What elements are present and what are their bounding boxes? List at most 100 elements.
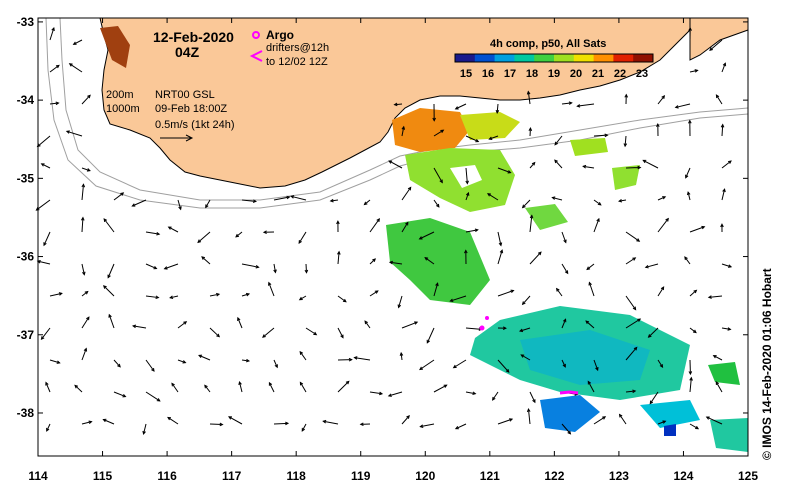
current-arrow bbox=[145, 295, 160, 300]
current-arrow bbox=[657, 286, 665, 297]
current-arrow bbox=[145, 231, 161, 236]
current-arrow bbox=[497, 249, 504, 265]
current-arrow bbox=[419, 359, 435, 371]
current-arrow bbox=[337, 295, 347, 303]
current-arrow bbox=[720, 123, 725, 137]
current-arrow bbox=[707, 295, 723, 299]
current-arrow bbox=[301, 423, 307, 432]
scale-arrow bbox=[160, 134, 194, 142]
current-arrow bbox=[464, 249, 468, 265]
current-arrow bbox=[49, 64, 60, 73]
current-arrow bbox=[721, 188, 726, 201]
lat-tick-label: -38 bbox=[17, 406, 35, 420]
current-arrow bbox=[113, 359, 121, 368]
current-arrow bbox=[465, 135, 480, 143]
colorbar-frame bbox=[454, 53, 654, 63]
current-arrow bbox=[657, 359, 664, 369]
current-arrow bbox=[689, 376, 693, 393]
current-arrow bbox=[241, 358, 251, 363]
argo-float-marker bbox=[485, 316, 489, 320]
current-arrow bbox=[465, 191, 470, 201]
colorbar-segment bbox=[514, 54, 535, 62]
header-time: 04Z bbox=[175, 44, 200, 60]
current-arrow bbox=[401, 415, 410, 425]
current-arrow bbox=[399, 351, 404, 361]
current-arrow bbox=[593, 359, 599, 372]
colorbar-tick-label: 19 bbox=[548, 68, 560, 80]
current-arrow bbox=[720, 223, 724, 233]
colorbar-tick-label: 23 bbox=[636, 68, 648, 80]
current-arrow bbox=[656, 122, 660, 137]
current-arrow bbox=[518, 327, 531, 333]
lon-tick-label: 115 bbox=[93, 469, 113, 483]
current-arrow bbox=[43, 231, 51, 247]
current-arrow bbox=[561, 359, 566, 368]
current-arrow bbox=[107, 263, 115, 279]
sst-patch bbox=[525, 204, 568, 230]
model-time: 09-Feb 18:00Z bbox=[155, 103, 227, 115]
current-arrow bbox=[177, 199, 182, 211]
model-label: NRT00 GSL bbox=[155, 89, 215, 101]
current-arrow bbox=[492, 391, 499, 401]
current-arrow bbox=[432, 103, 436, 122]
current-arrow bbox=[235, 231, 243, 238]
current-arrow bbox=[625, 231, 641, 242]
current-arrow bbox=[387, 391, 403, 397]
credit-text: © IMOS 14-Feb-2020 01:06 Hobart bbox=[760, 268, 774, 460]
current-arrow bbox=[102, 285, 115, 297]
current-arrow bbox=[169, 295, 179, 300]
current-arrow bbox=[329, 198, 339, 203]
colorbar-tick-label: 21 bbox=[592, 68, 604, 80]
colorbar-segment bbox=[633, 54, 654, 62]
current-arrow bbox=[625, 257, 637, 265]
current-arrow bbox=[273, 421, 290, 426]
current-arrow bbox=[497, 167, 512, 174]
current-arrow bbox=[657, 196, 667, 201]
current-arrow bbox=[688, 359, 693, 376]
colorbar-segment bbox=[573, 54, 595, 62]
current-arrow bbox=[397, 295, 403, 309]
colorbar-tick-label: 22 bbox=[614, 68, 626, 80]
current-arrow bbox=[529, 214, 534, 233]
current-arrow bbox=[465, 228, 479, 233]
current-arrow bbox=[418, 231, 435, 240]
current-arrow bbox=[273, 263, 277, 274]
current-arrow bbox=[49, 26, 55, 41]
current-arrow bbox=[68, 63, 83, 73]
current-arrow bbox=[241, 199, 258, 203]
current-arrow bbox=[113, 192, 125, 201]
current-arrow bbox=[145, 359, 155, 372]
current-arrow bbox=[495, 103, 500, 114]
current-arrow bbox=[657, 95, 666, 105]
current-arrow bbox=[526, 90, 531, 105]
current-arrow bbox=[401, 125, 406, 137]
current-arrow bbox=[209, 292, 221, 297]
current-arrow bbox=[81, 290, 89, 297]
current-arrow bbox=[262, 230, 275, 235]
current-arrow bbox=[625, 165, 642, 170]
colorbar-segment bbox=[534, 54, 555, 62]
current-arrow bbox=[688, 26, 692, 41]
lon-tick-label: 125 bbox=[738, 469, 758, 483]
lon-tick-label: 120 bbox=[415, 469, 435, 483]
current-arrow bbox=[81, 316, 90, 329]
current-arrow bbox=[299, 350, 307, 361]
current-arrow bbox=[81, 347, 88, 361]
current-arrow bbox=[721, 263, 733, 268]
lon-tick-label: 124 bbox=[673, 469, 693, 483]
current-arrow bbox=[689, 225, 706, 233]
sst-patch bbox=[710, 418, 748, 452]
current-arrow bbox=[369, 218, 380, 233]
current-arrow bbox=[262, 327, 275, 338]
current-arrow bbox=[80, 216, 85, 233]
current-arrow bbox=[625, 389, 637, 394]
current-arrow bbox=[363, 199, 371, 206]
current-arrow bbox=[273, 359, 278, 369]
current-arrow bbox=[241, 292, 251, 297]
lat-tick-label: -37 bbox=[17, 328, 35, 342]
current-arrow bbox=[521, 199, 531, 209]
current-arrow bbox=[304, 263, 309, 274]
current-arrow bbox=[388, 160, 403, 169]
current-arrow bbox=[486, 193, 499, 201]
current-arrow bbox=[131, 324, 147, 329]
